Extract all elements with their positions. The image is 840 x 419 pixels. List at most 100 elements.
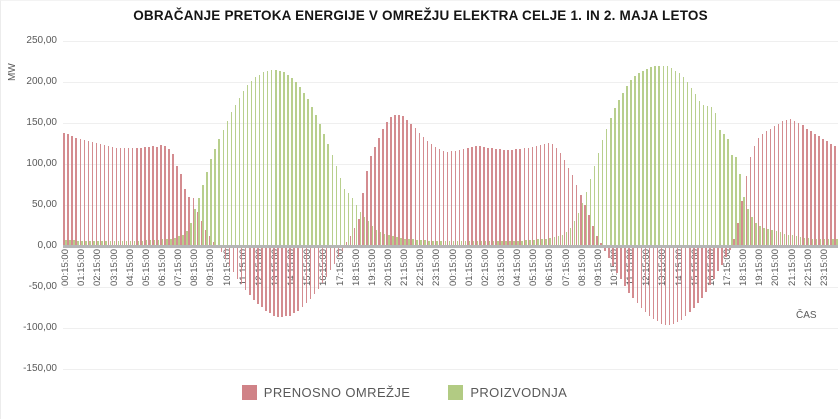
- bar-proizvodnja: [347, 192, 350, 246]
- bar-proizvodnja: [137, 241, 140, 246]
- bar-prenosno-omrezje: [632, 247, 634, 299]
- bar-prenosno-omrezje: [806, 128, 808, 246]
- bar-proizvodnja: [363, 217, 366, 246]
- bar-proizvodnja: [371, 226, 374, 246]
- bar-proizvodnja: [702, 104, 705, 246]
- bar-proizvodnja: [513, 241, 515, 246]
- bar-prenosno-omrezje: [551, 144, 554, 246]
- bar-prenosno-omrezje: [434, 146, 437, 246]
- x-tick-label: 21:15:00: [399, 249, 411, 286]
- bar-proizvodnja: [739, 173, 741, 246]
- gridline: [63, 369, 838, 370]
- bar-proizvodnja: [589, 178, 592, 246]
- bar-proizvodnja: [145, 240, 148, 246]
- bar-prenosno-omrezje: [458, 150, 461, 246]
- bar-prenosno-omrezje: [212, 241, 215, 246]
- bar-prenosno-omrezje: [826, 141, 828, 246]
- bar-prenosno-omrezje: [822, 138, 824, 246]
- bar-proizvodnja: [121, 241, 124, 246]
- bar-prenosno-omrezje: [616, 247, 618, 273]
- bar-prenosno-omrezje: [588, 214, 590, 246]
- bar-prenosno-omrezje: [600, 242, 602, 246]
- x-tick-label: 12:15:00: [641, 249, 653, 286]
- bar-proizvodnja: [452, 241, 455, 246]
- bar-proizvodnja: [157, 240, 160, 246]
- bar-prenosno-omrezje: [773, 126, 776, 246]
- bar-proizvodnja: [553, 236, 555, 246]
- bar-proizvodnja: [497, 241, 499, 246]
- bar-prenosno-omrezje: [341, 247, 344, 251]
- bar-prenosno-omrezje: [689, 247, 691, 313]
- bar-prenosno-omrezje: [111, 146, 114, 246]
- bar-prenosno-omrezje: [503, 150, 505, 246]
- bar-prenosno-omrezje: [539, 145, 542, 246]
- bar-proizvodnja: [85, 241, 87, 246]
- bar-proizvodnja: [161, 239, 164, 246]
- bar-proizvodnja: [642, 70, 644, 246]
- bar-proizvodnja: [234, 104, 237, 246]
- bar-proizvodnja: [311, 106, 313, 246]
- bar-prenosno-omrezje: [305, 247, 308, 304]
- bar-prenosno-omrezje: [136, 147, 138, 246]
- bar-proizvodnja: [202, 185, 204, 246]
- bar-proizvodnja: [605, 128, 608, 246]
- bar-proizvodnja: [573, 221, 576, 246]
- x-tick-label: 11:15:00: [625, 249, 637, 286]
- bar-proizvodnja: [412, 239, 414, 246]
- bar-prenosno-omrezje: [103, 145, 106, 246]
- bar-proizvodnja: [775, 231, 778, 246]
- bar-prenosno-omrezje: [249, 247, 251, 296]
- gridline: [63, 123, 838, 124]
- x-tick-label: 01:15:00: [76, 249, 88, 286]
- bar-proizvodnja: [743, 196, 745, 246]
- bar-prenosno-omrezje: [394, 114, 396, 246]
- bar-prenosno-omrezje: [499, 149, 501, 246]
- bar-prenosno-omrezje: [269, 247, 271, 314]
- bar-proizvodnja: [105, 241, 107, 246]
- x-tick-label: 02:15:00: [479, 249, 491, 286]
- bar-proizvodnja: [747, 209, 749, 246]
- bar-proizvodnja: [654, 66, 656, 246]
- bar-prenosno-omrezje: [438, 149, 441, 246]
- bar-proizvodnja: [706, 105, 709, 246]
- bar-prenosno-omrezje: [75, 137, 77, 246]
- bar-prenosno-omrezje: [584, 205, 586, 246]
- bar-proizvodnja: [355, 205, 358, 246]
- bar-prenosno-omrezje: [571, 175, 574, 246]
- bar-proizvodnja: [610, 118, 612, 246]
- bar-proizvodnja: [569, 227, 572, 246]
- bar-proizvodnja: [460, 241, 463, 246]
- bar-proizvodnja: [827, 239, 830, 246]
- bar-prenosno-omrezje: [67, 134, 69, 246]
- bar-prenosno-omrezje: [95, 142, 98, 246]
- bar-proizvodnja: [787, 234, 790, 246]
- bar-prenosno-omrezje: [140, 147, 142, 246]
- bar-prenosno-omrezje: [491, 148, 493, 246]
- x-tick-label: 20:15:00: [382, 249, 394, 286]
- y-tick-label: 50,00: [31, 199, 57, 210]
- bar-prenosno-omrezje: [374, 146, 376, 246]
- bar-proizvodnja: [444, 241, 447, 246]
- bar-proizvodnja: [222, 129, 225, 246]
- bar-proizvodnja: [424, 240, 426, 246]
- bar-proizvodnja: [266, 70, 269, 246]
- x-tick-label: 08:15:00: [189, 249, 201, 286]
- bar-proizvodnja: [710, 106, 713, 246]
- bar-prenosno-omrezje: [253, 247, 255, 300]
- bar-proizvodnja: [153, 240, 156, 246]
- bar-proizvodnja: [484, 241, 487, 246]
- bar-proizvodnja: [767, 228, 769, 246]
- bar-proizvodnja: [375, 229, 378, 246]
- bar-prenosno-omrezje: [99, 144, 102, 246]
- bar-proizvodnja: [561, 234, 564, 246]
- bar-prenosno-omrezje: [761, 133, 764, 246]
- chart-title: OBRAČANJE PRETOKA ENERGIJE V OMREŽJU ELE…: [133, 8, 708, 23]
- bar-proizvodnja: [73, 240, 75, 246]
- bar-proizvodnja: [396, 236, 398, 246]
- bar-prenosno-omrezje: [648, 247, 651, 316]
- x-tick-label: 12:15:00: [253, 249, 265, 286]
- bar-prenosno-omrezje: [818, 136, 820, 246]
- bar-prenosno-omrezje: [697, 247, 699, 304]
- bar-prenosno-omrezje: [333, 247, 336, 264]
- bar-proizvodnja: [275, 69, 277, 246]
